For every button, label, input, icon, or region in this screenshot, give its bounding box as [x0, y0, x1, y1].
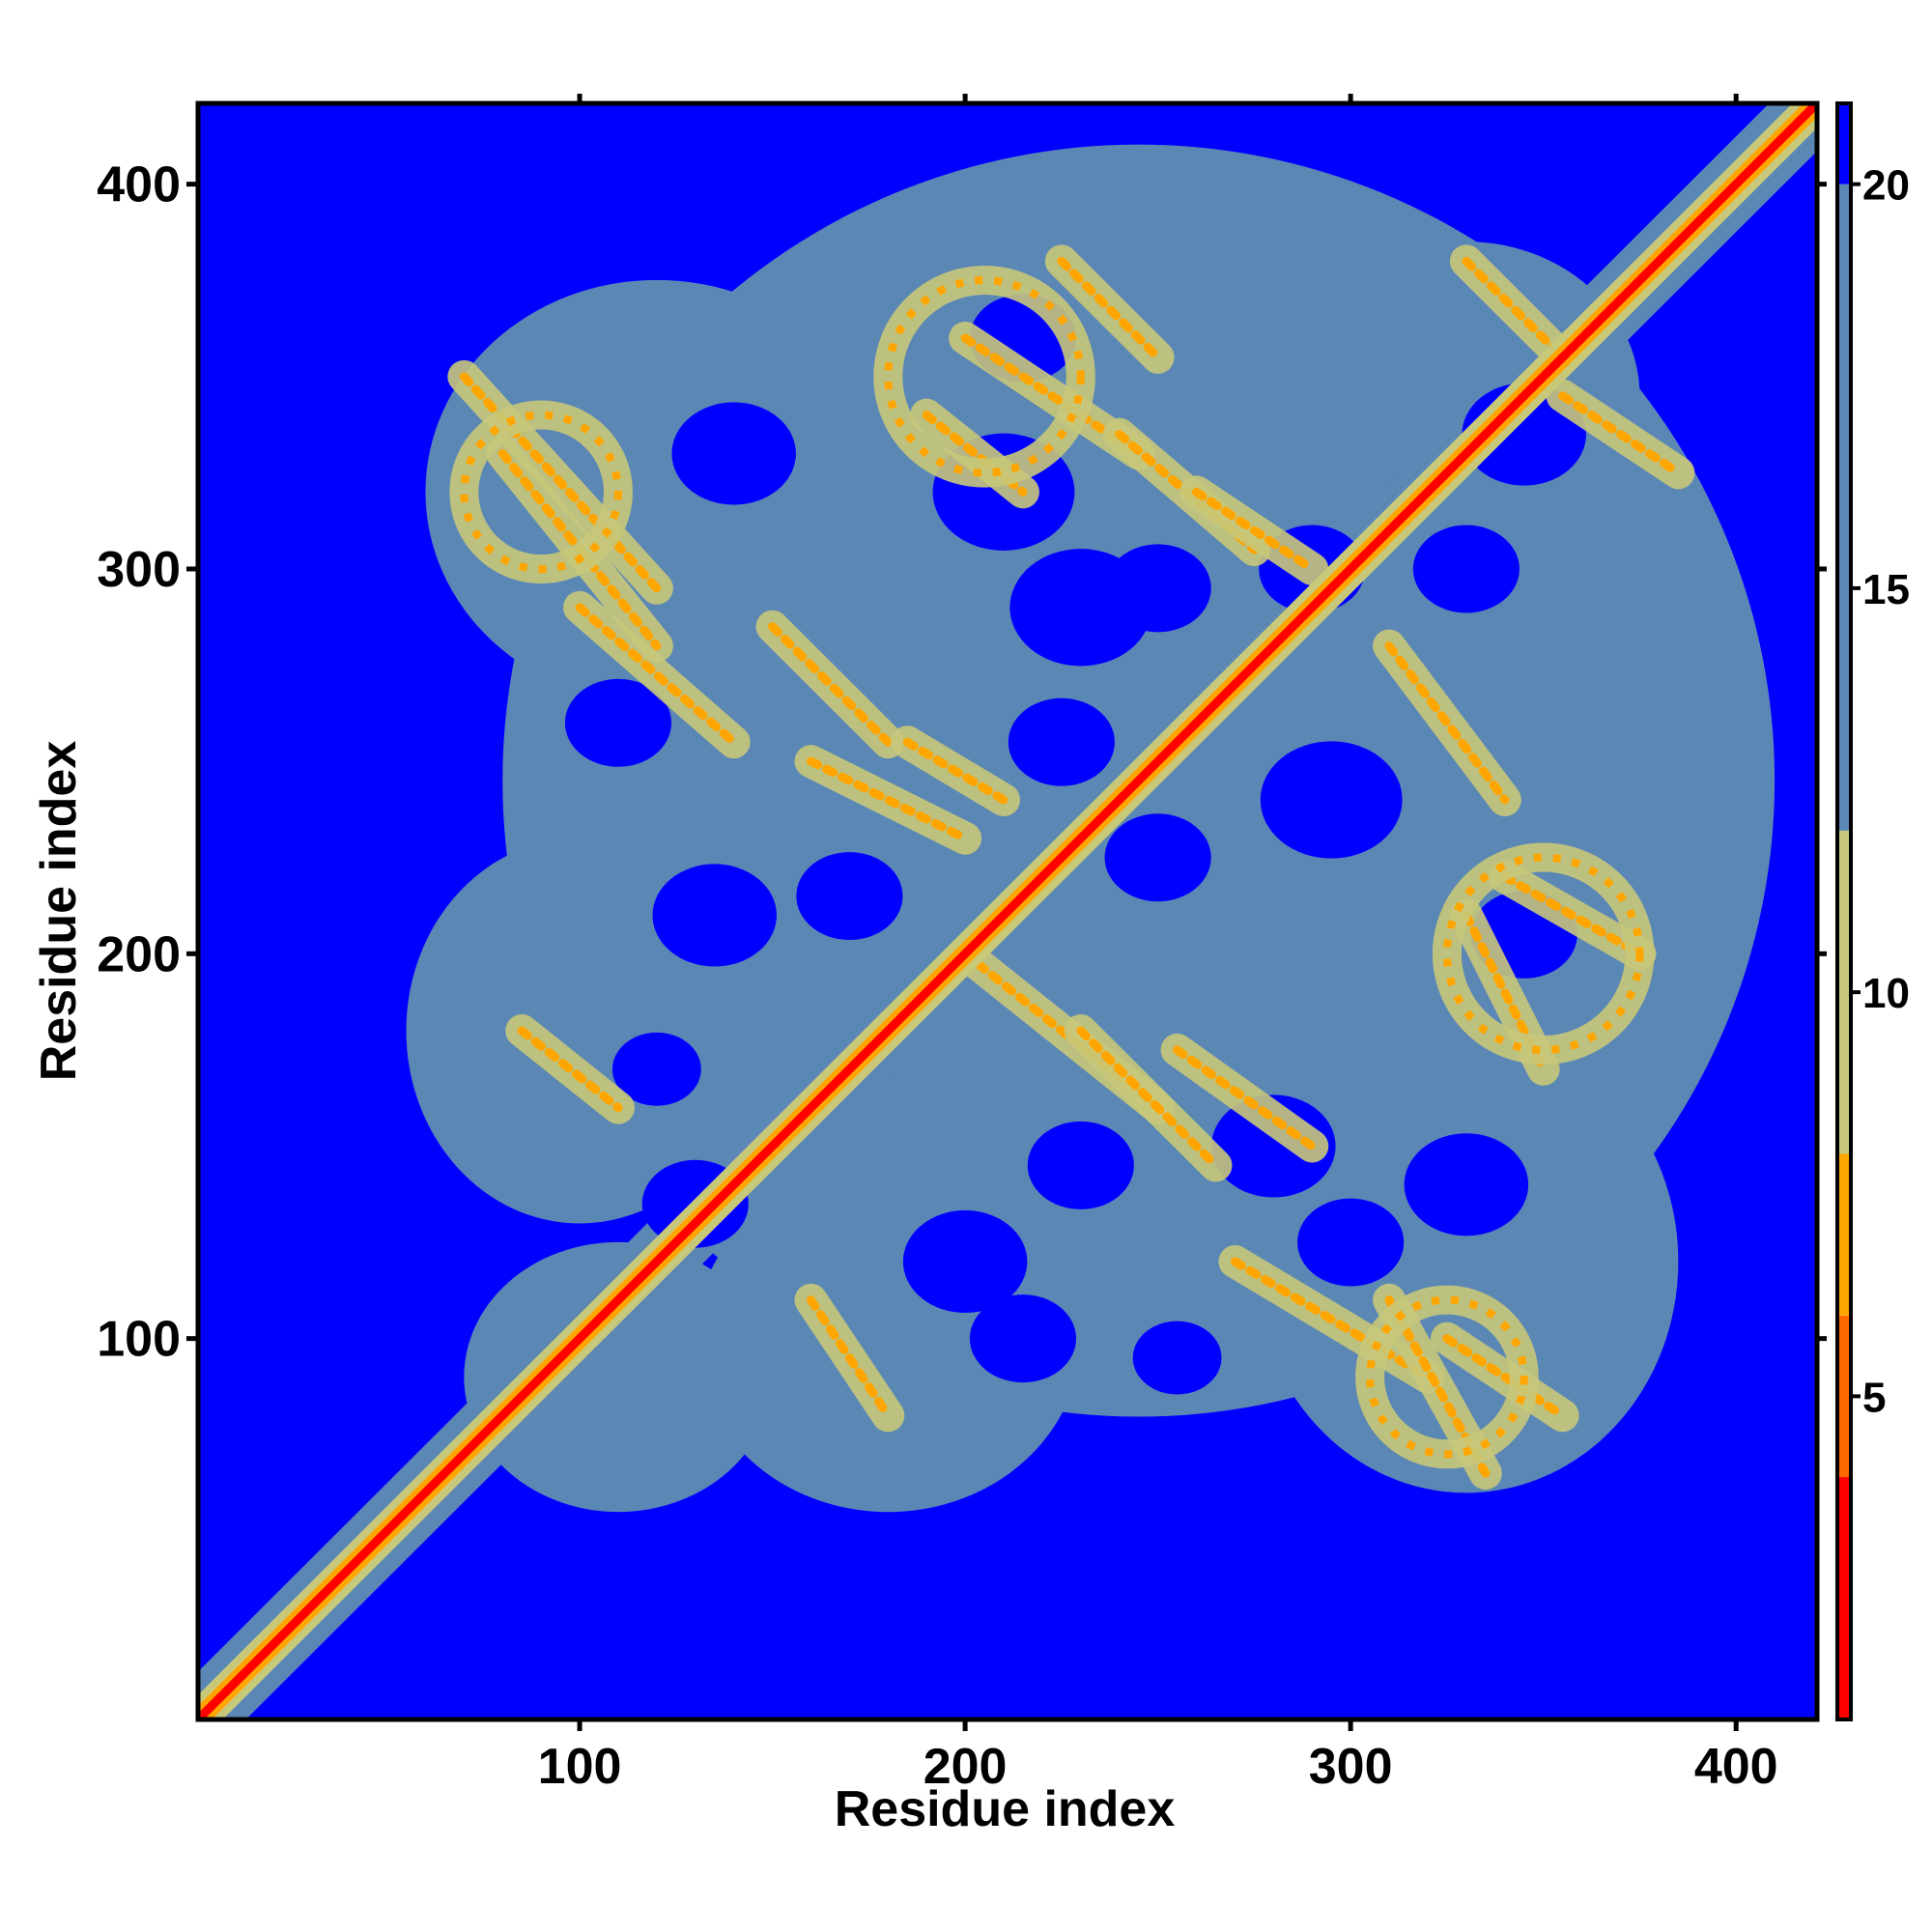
x-axis-ticks: 100 200 300 400: [538, 94, 1778, 1795]
contact-band-core: [1230, 1257, 1433, 1381]
colorbar-segment: [1837, 1477, 1851, 1719]
y-tick-label: 200: [97, 926, 181, 982]
far-island: [969, 1294, 1077, 1383]
colorbar-segment: [1837, 1315, 1851, 1478]
intermediate-blob: [425, 279, 889, 704]
colorbar-gradient: [1837, 103, 1851, 1719]
contact-ring-core: [460, 411, 622, 574]
colorbar-tick-label: 15: [1862, 566, 1910, 613]
contact-map-heatmap: [198, 103, 1817, 1719]
contact-band-core: [1500, 872, 1644, 958]
contact-band-core: [1558, 391, 1683, 477]
contact-band-core: [575, 603, 739, 747]
far-island: [611, 1032, 701, 1106]
far-island: [1104, 544, 1211, 633]
colorbar-segment: [1837, 103, 1851, 185]
x-tick-label: 300: [1309, 1739, 1393, 1795]
far-island: [1008, 697, 1115, 786]
y-tick-label: 300: [97, 542, 181, 598]
far-island: [1027, 1121, 1134, 1209]
far-island: [671, 402, 796, 505]
far-island: [1297, 1198, 1405, 1287]
contact-band-core: [459, 372, 662, 593]
x-tick-label: 200: [923, 1739, 1008, 1795]
contact-band-core: [806, 756, 970, 843]
colorbar-tick-label: 5: [1862, 1374, 1886, 1421]
contact-ring-core: [884, 276, 1085, 477]
far-island: [1260, 741, 1403, 859]
contact-band-core: [1192, 487, 1317, 574]
contact-band-core: [1173, 1045, 1317, 1151]
x-tick-label: 400: [1694, 1739, 1778, 1795]
colorbar-frame: [1835, 101, 1853, 1721]
colorbar-tick-label: 10: [1862, 970, 1910, 1017]
y-axis-ticks: 100 200 300 400: [97, 157, 1827, 1368]
far-island: [564, 678, 672, 767]
contact-ring-core: [1366, 1295, 1528, 1459]
plot-frame: [195, 100, 1820, 1722]
y-tick-label: 100: [97, 1312, 181, 1368]
x-axis-label: Residue index: [835, 1781, 1176, 1837]
colorbar-ticks: 5 10 15 20: [1851, 162, 1910, 1421]
contact-band-core: [517, 1026, 623, 1113]
contact-ring-core: [1442, 853, 1644, 1055]
contact-band-core: [1057, 256, 1163, 362]
far-island: [1132, 1321, 1222, 1395]
far-island: [652, 864, 777, 967]
diagonal-contact-line: [198, 103, 1817, 1719]
far-island: [1211, 1094, 1336, 1198]
colorbar: 5 10 15 20: [1835, 101, 1910, 1721]
x-tick-label: 100: [538, 1739, 622, 1795]
contact-band-core: [806, 1295, 893, 1420]
main-diagonal: [198, 103, 1817, 1719]
far-island: [1104, 813, 1211, 902]
far-island: [902, 1209, 1028, 1314]
contact-band-core: [1462, 256, 1568, 362]
contact-bands: [447, 244, 1695, 1491]
contact-band-core: [1384, 641, 1510, 805]
contact-band-core: [1076, 1026, 1220, 1170]
y-axis-label: Residue index: [31, 741, 87, 1082]
far-island: [796, 852, 903, 941]
far-distance-islands: [564, 294, 1586, 1395]
colorbar-segment: [1837, 1153, 1851, 1316]
colorbar-segment: [1837, 184, 1851, 831]
contact-band-core: [1442, 1334, 1568, 1420]
colorbar-tick-label: 20: [1862, 162, 1910, 210]
intermediate-blob: [522, 780, 908, 1205]
contact-band-core: [768, 622, 893, 747]
intermediate-blob: [464, 1241, 773, 1513]
far-island: [1404, 1133, 1529, 1236]
contact-band-core: [902, 737, 1009, 805]
far-island: [1412, 525, 1520, 613]
colorbar-segment: [1837, 830, 1851, 1154]
y-tick-label: 400: [97, 157, 181, 213]
